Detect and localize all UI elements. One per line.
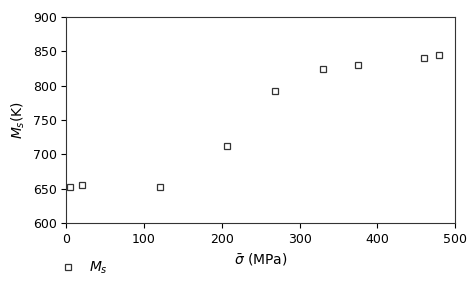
X-axis label: $\bar{\sigma}$ (MPa): $\bar{\sigma}$ (MPa) — [234, 251, 288, 267]
Legend: $M_s$: $M_s$ — [55, 260, 108, 276]
Y-axis label: $M_s$(K): $M_s$(K) — [9, 101, 27, 139]
